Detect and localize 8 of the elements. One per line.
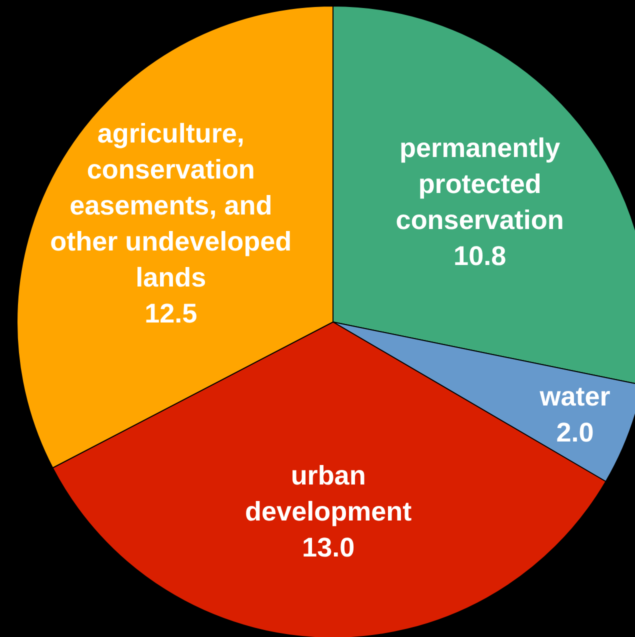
slice-label: urban development <box>245 460 412 527</box>
data-label: 12.5 <box>144 298 198 329</box>
data-label: 2.0 <box>556 417 594 448</box>
slice-label: agriculture, conservation easements, and other undeveloped lands <box>50 118 292 293</box>
data-label: 13.0 <box>302 532 355 563</box>
slice-label: water <box>538 381 611 412</box>
data-label: 10.8 <box>454 241 506 272</box>
slice-label: permanently protected conservation <box>396 133 564 236</box>
